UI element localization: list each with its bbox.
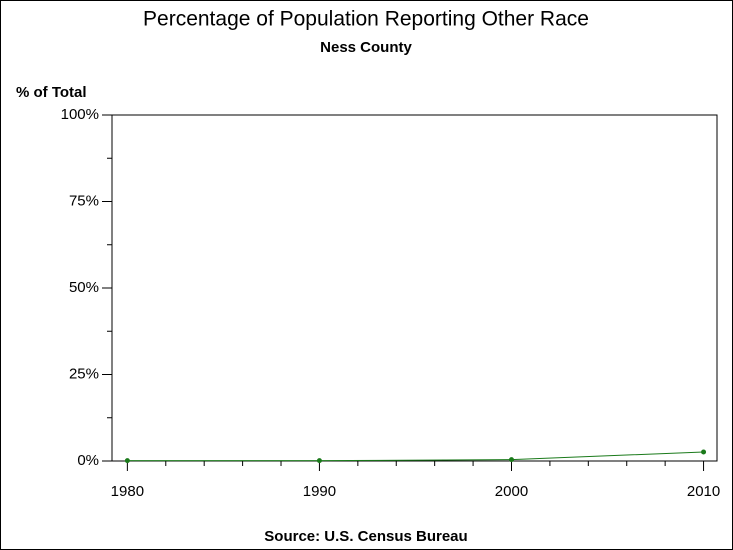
data-point (508, 457, 514, 463)
data-point (124, 458, 130, 464)
data-point (316, 458, 322, 464)
x-tick-label: 1990 (303, 483, 336, 500)
x-tick-label: 1980 (111, 483, 144, 500)
chart-subtitle: Ness County (320, 39, 412, 56)
x-tick-label: 2010 (687, 483, 720, 500)
x-tick-label: 2000 (495, 483, 528, 500)
y-tick-label: 25% (69, 365, 99, 382)
y-tick-label: 0% (77, 452, 99, 469)
y-tick-label: 50% (69, 279, 99, 296)
y-axis-label: % of Total (16, 84, 87, 101)
data-point (701, 449, 707, 455)
y-tick-label: 100% (61, 106, 99, 123)
chart-title: Percentage of Population Reporting Other… (143, 8, 589, 31)
y-tick-label: 75% (69, 192, 99, 209)
series-line (127, 451, 704, 462)
source-note: Source: U.S. Census Bureau (264, 528, 467, 545)
plot-frame (111, 114, 718, 462)
